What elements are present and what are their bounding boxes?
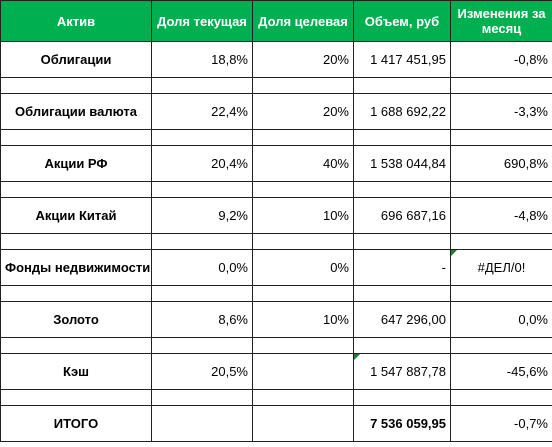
cell: -	[353, 249, 451, 286]
data-row: Облигации 18,8% 20% 1 417 451,95 -0,8%	[0, 41, 552, 78]
cell: 20%	[252, 93, 354, 130]
cell: Облигации валюта	[0, 93, 152, 130]
cell: 10%	[252, 197, 354, 234]
cell: -4,8%	[450, 197, 552, 234]
cell: 1 417 451,95	[353, 41, 451, 78]
spacer-cell	[252, 233, 354, 250]
spacer-cell	[450, 129, 552, 146]
spacer-row	[0, 129, 552, 146]
spacer-row	[0, 181, 552, 198]
spacer-cell	[0, 389, 152, 406]
table-body: Облигации 18,8% 20% 1 417 451,95 -0,8% Облига…	[0, 41, 552, 442]
cell: -45,6%	[450, 353, 552, 390]
spacer-cell	[0, 181, 152, 198]
spacer-cell	[0, 337, 152, 354]
header-cell: Объем, руб	[353, 0, 451, 42]
data-row: Акции Китай 9,2% 10% 696 687,16 -4,8%	[0, 197, 552, 234]
cell: 696 687,16	[353, 197, 451, 234]
cell: Акции РФ	[0, 145, 152, 182]
data-row: ИТОГО 7 536 059,95 -0,7%	[0, 405, 552, 442]
cell: 7 536 059,95	[353, 405, 451, 442]
cell: Золото	[0, 301, 152, 338]
cell: 647 296,00	[353, 301, 451, 338]
spacer-cell	[353, 389, 451, 406]
cell: 0%	[252, 249, 354, 286]
cell: 20,4%	[151, 145, 253, 182]
data-row: Золото 8,6% 10% 647 296,00 0,0%	[0, 301, 552, 338]
spacer-cell	[151, 129, 253, 146]
spacer-row	[0, 77, 552, 94]
spacer-cell	[252, 285, 354, 302]
cell: 18,8%	[151, 41, 253, 78]
spacer-cell	[450, 285, 552, 302]
cell: 0,0%	[450, 301, 552, 338]
spacer-cell	[151, 285, 253, 302]
data-row: Облигации валюта 22,4% 20% 1 688 692,22 -3,3…	[0, 93, 552, 130]
cell: Кэш	[0, 353, 152, 390]
cell: #ДЕЛ/0!	[450, 249, 552, 286]
spacer-cell	[353, 233, 451, 250]
spacer-cell	[450, 389, 552, 406]
cell: Облигации	[0, 41, 152, 78]
cell: -3,3%	[450, 93, 552, 130]
cell: -0,8%	[450, 41, 552, 78]
spacer-cell	[450, 233, 552, 250]
cell: 20,5%	[151, 353, 253, 390]
spacer-cell	[450, 337, 552, 354]
cell: 10%	[252, 301, 354, 338]
header-cell: Актив	[0, 0, 152, 42]
spacer-cell	[353, 181, 451, 198]
header-cell: Доля целевая	[252, 0, 354, 42]
spacer-cell	[151, 337, 253, 354]
spacer-cell	[252, 389, 354, 406]
spacer-row	[0, 233, 552, 250]
cell: 8,6%	[151, 301, 253, 338]
spacer-cell	[450, 181, 552, 198]
cell	[252, 353, 354, 390]
spacer-cell	[252, 181, 354, 198]
cell: 1 688 692,22	[353, 93, 451, 130]
spacer-cell	[353, 77, 451, 94]
spacer-cell	[0, 77, 152, 94]
cell: 9,2%	[151, 197, 253, 234]
data-row: Кэш 20,5% 1 547 887,78 -45,6%	[0, 353, 552, 390]
spacer-cell	[0, 233, 152, 250]
cell: ИТОГО	[0, 405, 152, 442]
spacer-cell	[0, 285, 152, 302]
spacer-cell	[252, 129, 354, 146]
spacer-cell	[353, 285, 451, 302]
cell: 690,8%	[450, 145, 552, 182]
header-cell: Изменения за месяц	[450, 0, 552, 42]
cell: 40%	[252, 145, 354, 182]
spacer-cell	[252, 77, 354, 94]
spacer-cell	[151, 181, 253, 198]
spacer-cell	[0, 129, 152, 146]
header-cell: Доля текущая	[151, 0, 253, 42]
header-row: Актив Доля текущая Доля целевая Объем, руб И…	[0, 0, 552, 42]
spacer-cell	[353, 129, 451, 146]
spacer-cell	[353, 337, 451, 354]
spacer-cell	[450, 77, 552, 94]
cell: 22,4%	[151, 93, 253, 130]
cell: Акции Китай	[0, 197, 152, 234]
cell: Фонды недвижимости	[0, 249, 152, 286]
cell: 1 547 887,78	[353, 353, 451, 390]
spacer-cell	[151, 389, 253, 406]
cell: 20%	[252, 41, 354, 78]
table-header: Актив Доля текущая Доля целевая Объем, руб И…	[0, 0, 552, 42]
spacer-cell	[151, 77, 253, 94]
cell: -0,7%	[450, 405, 552, 442]
spacer-row	[0, 285, 552, 302]
spacer-row	[0, 337, 552, 354]
data-row: Фонды недвижимости 0,0% 0% - #ДЕЛ/0!	[0, 249, 552, 286]
spacer-cell	[151, 233, 253, 250]
cell: 1 538 044,84	[353, 145, 451, 182]
cell	[252, 405, 354, 442]
data-row: Акции РФ 20,4% 40% 1 538 044,84 690,8%	[0, 145, 552, 182]
spacer-row	[0, 389, 552, 406]
cell: 0,0%	[151, 249, 253, 286]
spacer-cell	[252, 337, 354, 354]
cell	[151, 405, 253, 442]
